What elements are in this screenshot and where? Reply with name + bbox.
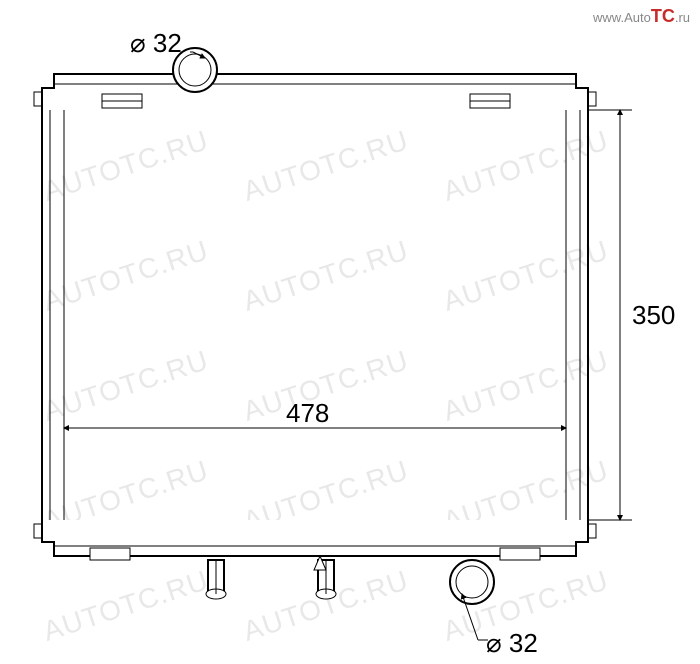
dim-bottom-dia-label: ⌀ 32 (486, 628, 538, 659)
diagram-canvas: AUTOTC.RUAUTOTC.RUAUTOTC.RUAUTOTC.RUAUTO… (0, 0, 700, 664)
technical-drawing (0, 0, 700, 664)
dim-top-dia-label: ⌀ 32 (130, 28, 182, 59)
dim-height-label: 350 (632, 300, 675, 331)
dim-width-label: 478 (286, 398, 329, 429)
